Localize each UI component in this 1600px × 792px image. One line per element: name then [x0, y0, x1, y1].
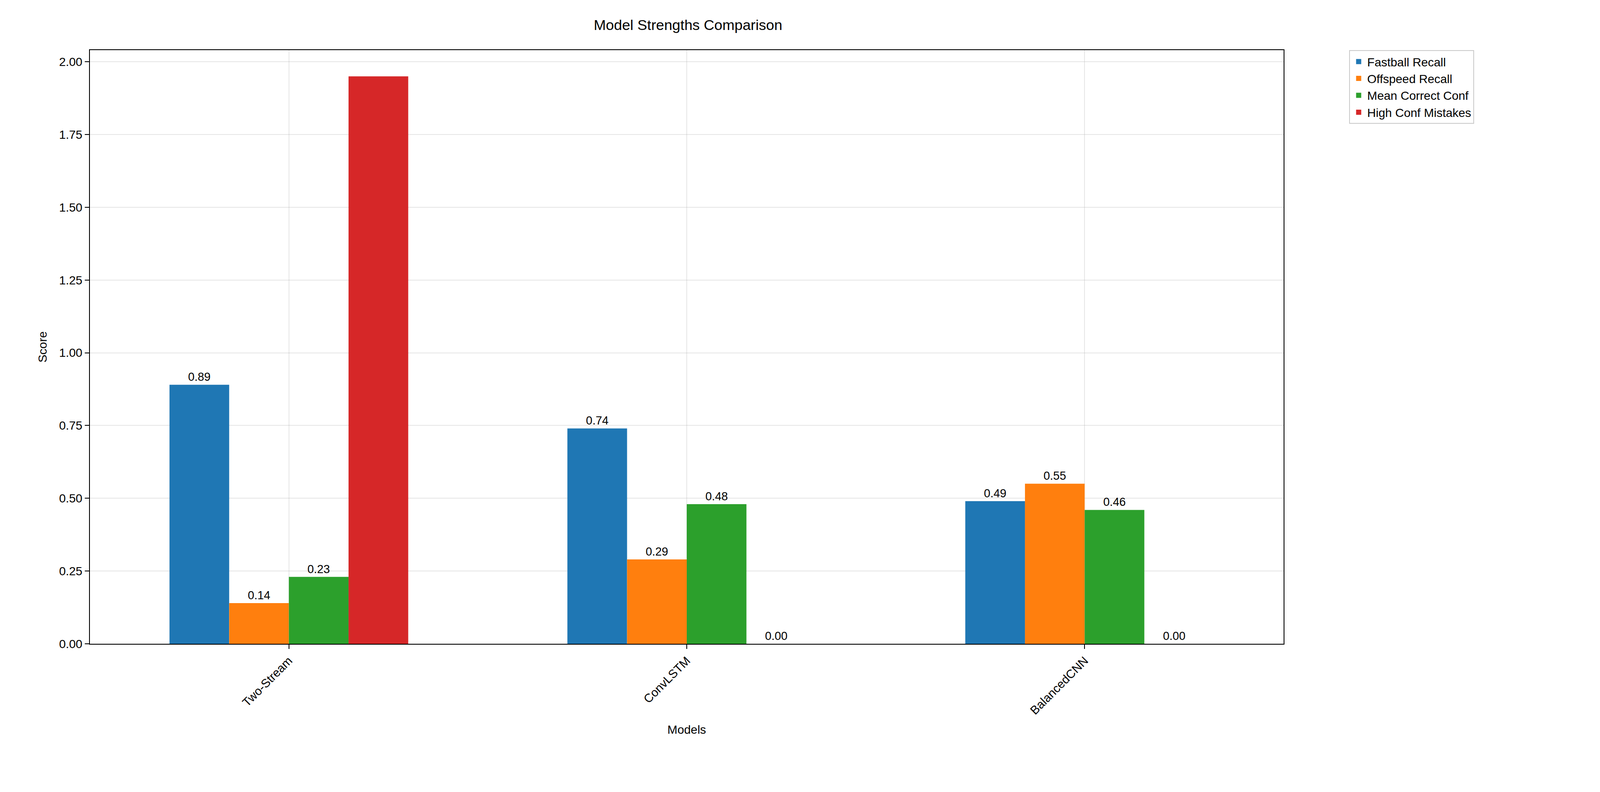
- svg-text:0.46: 0.46: [1103, 495, 1127, 509]
- svg-text:BalancedCNN: BalancedCNN: [1027, 653, 1091, 717]
- svg-text:1.25: 1.25: [59, 273, 83, 287]
- svg-text:High Conf Mistakes: High Conf Mistakes: [1367, 106, 1472, 120]
- svg-text:Offspeed Recall: Offspeed Recall: [1367, 72, 1453, 86]
- svg-text:0.55: 0.55: [1043, 469, 1067, 483]
- svg-text:ConvLSTM: ConvLSTM: [640, 653, 693, 706]
- svg-text:0.00: 0.00: [1162, 629, 1186, 643]
- svg-text:Fastball Recall: Fastball Recall: [1367, 55, 1446, 69]
- svg-text:0.00: 0.00: [765, 629, 788, 643]
- svg-text:1.00: 1.00: [59, 345, 83, 360]
- svg-text:0.25: 0.25: [59, 564, 83, 578]
- svg-text:0.49: 0.49: [983, 486, 1007, 500]
- svg-text:0.48: 0.48: [705, 489, 728, 503]
- svg-text:0.00: 0.00: [59, 637, 83, 651]
- svg-text:1.75: 1.75: [59, 128, 83, 142]
- svg-text:1.50: 1.50: [59, 200, 83, 215]
- svg-text:0.50: 0.50: [59, 491, 83, 505]
- svg-text:Score: Score: [35, 330, 50, 363]
- svg-text:Model Strengths Comparison: Model Strengths Comparison: [593, 16, 783, 33]
- svg-text:0.14: 0.14: [247, 588, 271, 602]
- svg-text:Two-Stream: Two-Stream: [239, 653, 295, 710]
- svg-text:Models: Models: [667, 722, 707, 736]
- svg-text:0.23: 0.23: [307, 562, 331, 576]
- svg-text:Mean Correct Conf: Mean Correct Conf: [1367, 89, 1469, 103]
- svg-text:2.00: 2.00: [59, 55, 83, 69]
- svg-text:0.89: 0.89: [187, 370, 211, 384]
- svg-text:0.29: 0.29: [645, 545, 669, 558]
- svg-text:0.74: 0.74: [586, 414, 609, 427]
- svg-text:0.75: 0.75: [59, 418, 83, 433]
